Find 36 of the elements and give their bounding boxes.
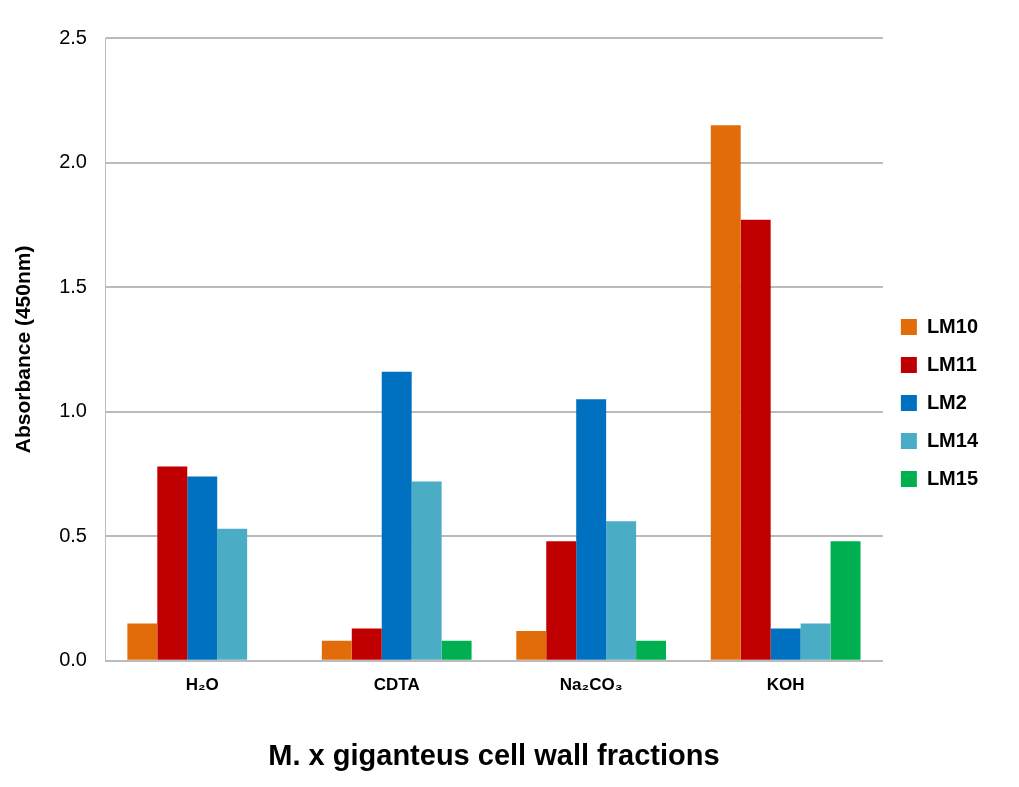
y-tick-label: 2.5 (59, 25, 87, 48)
legend-label: LM14 (926, 428, 979, 451)
x-tick-label: H₂O (185, 674, 219, 694)
bar (770, 628, 801, 660)
bar (830, 541, 861, 660)
x-tick-label: CDTA (373, 674, 420, 694)
legend-label: LM10 (926, 314, 978, 337)
bar (516, 630, 547, 660)
bar (606, 521, 637, 660)
bar (217, 528, 248, 660)
x-axis-title: M. x giganteus cell wall fractions (268, 738, 720, 771)
y-tick-label: 0.5 (59, 523, 87, 546)
bar (710, 125, 741, 660)
bar (127, 623, 158, 660)
bar (381, 371, 412, 660)
bar (576, 399, 607, 660)
y-axis-title: Absorbance (450nm) (11, 245, 35, 454)
bar (411, 481, 442, 660)
bar (187, 476, 218, 660)
x-tick-label: KOH (766, 674, 805, 694)
bar (740, 219, 771, 660)
bar (157, 466, 188, 660)
legend-label: LM2 (926, 390, 967, 413)
legend-label: LM15 (926, 466, 978, 489)
y-tick-label: 1.5 (59, 274, 87, 297)
bar (441, 640, 472, 660)
bar (800, 623, 831, 660)
bar (321, 640, 352, 660)
y-tick-label: 2.0 (59, 150, 87, 173)
bar (351, 628, 382, 660)
bar (546, 541, 577, 660)
y-tick-label: 1.0 (59, 399, 87, 422)
x-tick-label: Na₂CO₃ (559, 674, 623, 694)
y-tick-label: 0.0 (59, 648, 87, 671)
bar (636, 640, 667, 660)
legend-label: LM11 (926, 352, 977, 375)
